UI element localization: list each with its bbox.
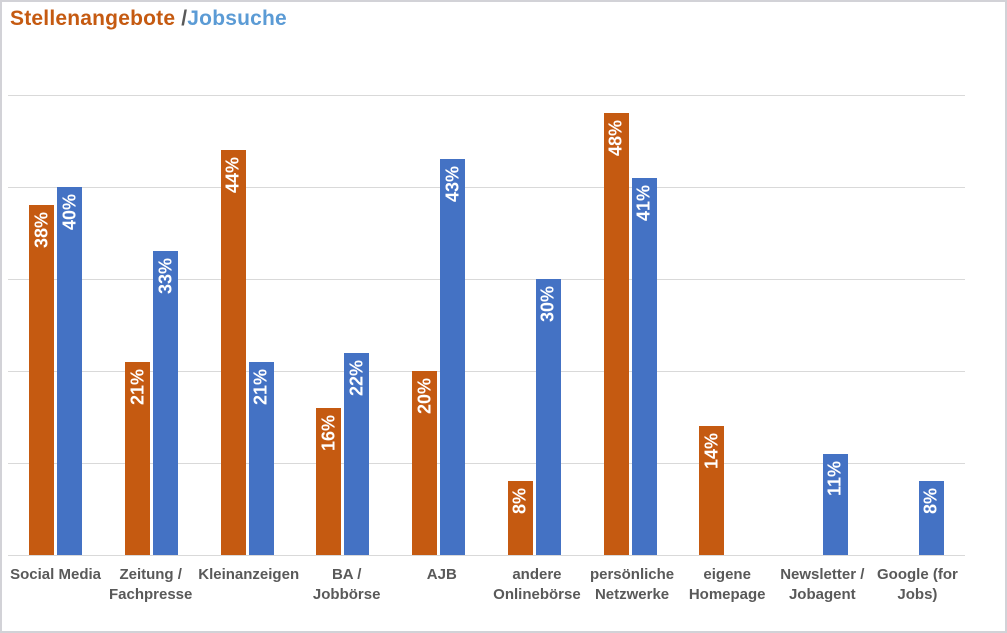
bar-jobsuche: 8% bbox=[918, 481, 944, 555]
bar-jobsuche: 43% bbox=[440, 159, 466, 555]
category-group: 48% 41% bbox=[582, 95, 678, 555]
gridline-40 bbox=[8, 187, 965, 188]
bar-value-label: 21% bbox=[127, 368, 148, 405]
bar-value-label: 38% bbox=[31, 212, 52, 249]
bar-jobsuche: 11% bbox=[822, 453, 848, 555]
bar-value-label: 11% bbox=[824, 460, 845, 496]
bar-jobsuche: 22% bbox=[344, 352, 370, 555]
bars-container: 38% 40% 21% 33% 44% 21% 16% 22% 20% 43% 8% 30% 48% 41… bbox=[8, 95, 965, 555]
bar-jobsuche: 40% bbox=[57, 187, 83, 555]
bar-jobsuche: 21% bbox=[248, 361, 274, 555]
category-label: Social Media bbox=[8, 565, 103, 605]
bar-jobsuche: 33% bbox=[153, 251, 179, 555]
category-label-line: Fachpresse bbox=[108, 586, 193, 603]
bar-stellenangebote: 48% bbox=[603, 113, 629, 555]
bar-jobsuche: 30% bbox=[535, 279, 561, 555]
category-group: 11% bbox=[774, 95, 870, 555]
category-label-line: BA / bbox=[331, 566, 362, 583]
bar-value-label: 33% bbox=[155, 258, 176, 295]
bar-stellenangebote: 38% bbox=[29, 205, 55, 555]
category-label-line: Jobagent bbox=[788, 586, 856, 603]
category-group: 14% bbox=[678, 95, 774, 555]
category-label-line: Google (for bbox=[877, 566, 958, 583]
category-label: eigene Homepage bbox=[680, 565, 775, 605]
bar-value-label: 21% bbox=[250, 368, 271, 405]
bar-value-label: 40% bbox=[59, 194, 80, 231]
category-label-line: andere bbox=[512, 566, 562, 583]
category-group: 38% 40% bbox=[8, 95, 104, 555]
category-label: persönliche Netzwerke bbox=[584, 565, 679, 605]
gridline-30 bbox=[8, 279, 965, 280]
category-group: 16% 22% bbox=[295, 95, 391, 555]
gridline-10 bbox=[8, 463, 965, 464]
bar-value-label: 20% bbox=[414, 378, 435, 415]
category-group: 20% 43% bbox=[391, 95, 487, 555]
category-label: AJB bbox=[394, 565, 489, 605]
bar-stellenangebote: 8% bbox=[507, 481, 533, 555]
bar-stellenangebote: 44% bbox=[220, 150, 246, 555]
chart-title-part-stellenangebote: Stellenangebote bbox=[10, 7, 182, 30]
category-group: 21% 33% bbox=[104, 95, 200, 555]
chart-title: Stellenangebote /Jobsuche bbox=[10, 7, 287, 31]
bar-value-label: 43% bbox=[442, 166, 463, 203]
category-group: 44% 21% bbox=[199, 95, 295, 555]
bar-value-label: 41% bbox=[633, 184, 654, 221]
category-label: Kleinanzeigen bbox=[198, 565, 299, 605]
category-label-line: Zeitung / bbox=[119, 566, 182, 583]
bar-value-label: 30% bbox=[537, 286, 558, 323]
bar-value-label: 8% bbox=[920, 488, 941, 515]
bar-value-label: 14% bbox=[701, 433, 722, 470]
category-axis-labels: Social Media Zeitung / Fachpresse Kleinanze… bbox=[8, 565, 965, 605]
bar-stellenangebote: 21% bbox=[125, 361, 151, 555]
gridline-20 bbox=[8, 371, 965, 372]
category-label-line: Jobs) bbox=[897, 586, 938, 603]
category-label-line: Social Media bbox=[10, 566, 101, 583]
category-label-line: AJB bbox=[426, 566, 457, 583]
category-label-line: persönliche bbox=[589, 566, 675, 583]
gridline-0 bbox=[8, 555, 965, 556]
bar-jobsuche: 41% bbox=[631, 177, 657, 555]
bar-stellenangebote: 14% bbox=[699, 426, 725, 555]
bar-value-label: 44% bbox=[222, 157, 243, 194]
category-label-line: eigene bbox=[703, 566, 751, 583]
bar-value-label: 8% bbox=[509, 488, 530, 515]
category-label-line: Homepage bbox=[688, 586, 766, 603]
plot-area: 38% 40% 21% 33% 44% 21% 16% 22% 20% 43% 8% 30% 48% 41… bbox=[8, 95, 965, 556]
chart-title-separator: / bbox=[181, 7, 188, 30]
bar-value-label: 48% bbox=[605, 120, 626, 157]
category-group: 8% bbox=[869, 95, 965, 555]
bar-value-label: 16% bbox=[318, 414, 339, 451]
bar-stellenangebote: 16% bbox=[316, 407, 342, 555]
category-label-line: Newsletter / bbox=[780, 566, 865, 583]
category-label: Zeitung / Fachpresse bbox=[103, 565, 198, 605]
bar-value-label: 22% bbox=[346, 359, 367, 396]
category-group: 8% 30% bbox=[487, 95, 583, 555]
bar-stellenangebote: 20% bbox=[412, 371, 438, 555]
category-label: Newsletter / Jobagent bbox=[775, 565, 870, 605]
category-label: andere Onlinebörse bbox=[489, 565, 584, 605]
category-label: BA / Jobbörse bbox=[299, 565, 394, 605]
chart-title-part-jobsuche: Jobsuche bbox=[187, 7, 287, 30]
gridline-50 bbox=[8, 95, 965, 96]
category-label-line: Jobbörse bbox=[312, 586, 381, 603]
category-label: Google (for Jobs) bbox=[870, 565, 965, 605]
category-label-line: Netzwerke bbox=[594, 586, 670, 603]
category-label-line: Onlinebörse bbox=[493, 586, 581, 603]
category-label-line: Kleinanzeigen bbox=[198, 566, 300, 583]
